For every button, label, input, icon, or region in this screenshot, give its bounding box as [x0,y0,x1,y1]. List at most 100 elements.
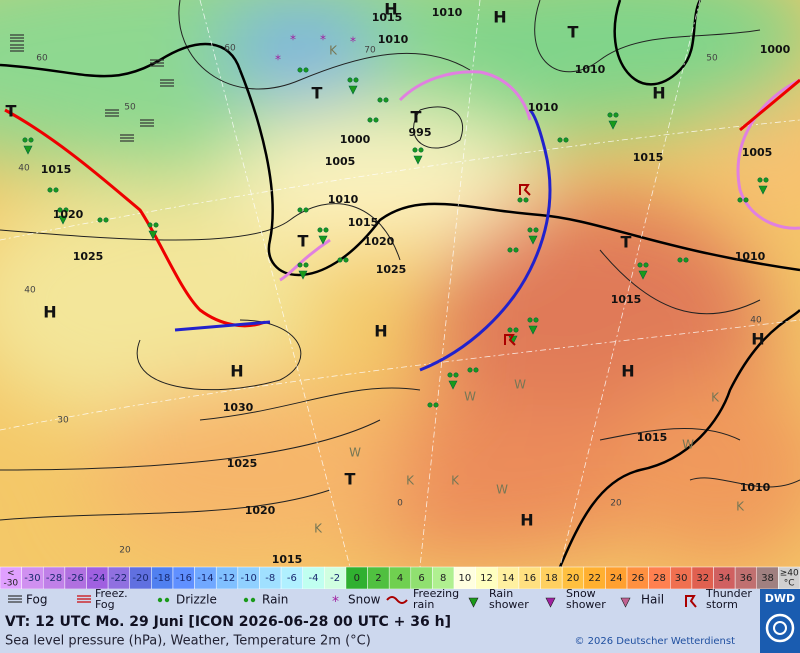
legend-label: Thunder [705,587,752,600]
weather-letter: W [464,390,476,404]
scale-label: 10 [458,573,471,584]
weather-letter: K [736,500,745,514]
isobar-label: 1010 [328,193,359,206]
pressure-center: T [312,84,323,103]
legend-label: Snow [566,587,596,600]
pressure-center: H [43,303,56,322]
temperature-label: 50 [124,103,136,113]
isobar-label: 1010 [740,481,771,494]
weather-dot [343,257,349,263]
temperature-label: 70 [364,46,376,56]
logo-swirl [765,613,795,643]
logo: DWD [765,592,795,605]
shower-triangle [23,145,33,155]
temperature-label: 60 [36,54,48,64]
weather-dot [373,117,379,123]
valid-time: VT: 12 UTC Mo. 29 Juni [ICON 2026-06-28 … [5,614,451,630]
logo-swirl [773,621,787,635]
weather-letter: K [711,391,720,405]
isobar-label: 995 [409,126,432,139]
legend-icon [685,595,697,608]
scale-label: 16 [523,573,536,584]
scale-label: -30 [24,573,40,584]
pressure-center: H [374,322,387,341]
legend-label: rain [413,598,434,611]
scale-label: 28 [653,573,666,584]
weather-dot [412,147,418,153]
temperature-label: 60 [224,44,236,54]
legend-icon [545,597,556,608]
scale-label: -4 [309,573,319,584]
isobar-label: 1015 [348,216,379,229]
weather-dot [533,227,539,233]
isobar-label: 1015 [611,293,642,306]
pressure-center: T [411,108,422,127]
legend-label: Fog [26,593,47,607]
weather-legend: Fog Freez.Fog Drizzle Rain * Snow Freezingrain… [8,587,752,611]
pressure-center: H [621,362,634,381]
weather-dot [513,247,519,253]
legend-icon: * [332,594,339,610]
weather-dot [737,197,743,203]
temperature-label: 40 [750,316,762,326]
cold-front [419,108,552,372]
isobar-label: 1010 [528,101,559,114]
weather-letter: W [349,446,361,460]
weather-letter: K [451,474,460,488]
scale-label: 36 [740,573,753,584]
scale-label: -30 [3,579,18,589]
legend-label: Drizzle [176,593,217,607]
scale-label: 12 [480,573,493,584]
snow-symbol: * [320,33,326,47]
legend-label: Freezing [413,587,459,600]
scale-label: -24 [89,573,105,584]
scale-label: 32 [696,573,709,584]
scale-label: 18 [545,573,558,584]
weather-dot [743,197,749,203]
shower-triangle [528,325,538,335]
weather-dot [47,187,53,193]
isobar-label: 1015 [372,11,403,24]
weather-letter: K [329,44,338,58]
scale-label: -20 [132,573,148,584]
isobar-label: 1015 [41,163,72,176]
shower-triangle [348,85,358,95]
isobar-label: 1015 [637,431,668,444]
scale-label: -12 [219,573,235,584]
scale-label: -10 [240,573,256,584]
weather-dot [467,367,473,373]
shower-triangle [758,185,768,195]
temperature-label: 20 [610,499,622,509]
isobar-label: 1020 [53,208,84,221]
weather-dot [103,217,109,223]
shower-triangle [528,235,538,245]
isobar-label: 1025 [227,457,258,470]
color-scale: <-30 -30 -28 -26 -24 -22 -20 -18 -16 -14 -12 -10 -8-… [0,566,800,590]
cold-front [174,320,271,332]
weather-dot [337,257,343,263]
weather-dot [303,262,309,268]
scale-label: ≥40 [780,569,799,579]
thunder-symbol [519,184,531,196]
weather-dot [353,77,359,83]
weather-dot [297,67,303,73]
scale-label: 20 [567,573,580,584]
scale-label: -6 [287,573,297,584]
legend-label: Snow [348,593,381,607]
thunder-symbol [504,334,516,346]
pressure-center: T [345,470,356,489]
pressure-center: T [621,233,632,252]
weather-dot [147,222,153,228]
scale-label: -8 [265,573,275,584]
weather-dot [527,227,533,233]
legend-icon [620,597,631,608]
weather-dot [513,327,519,333]
shower-triangle [298,270,308,280]
description: Sea level pressure (hPa), Weather, Tempe… [5,634,371,649]
weather-dot [297,207,303,213]
weather-legend-bg [0,589,800,611]
weather-letter: W [514,378,526,392]
weather-dot [607,112,613,118]
pressure-center: H [230,362,243,381]
